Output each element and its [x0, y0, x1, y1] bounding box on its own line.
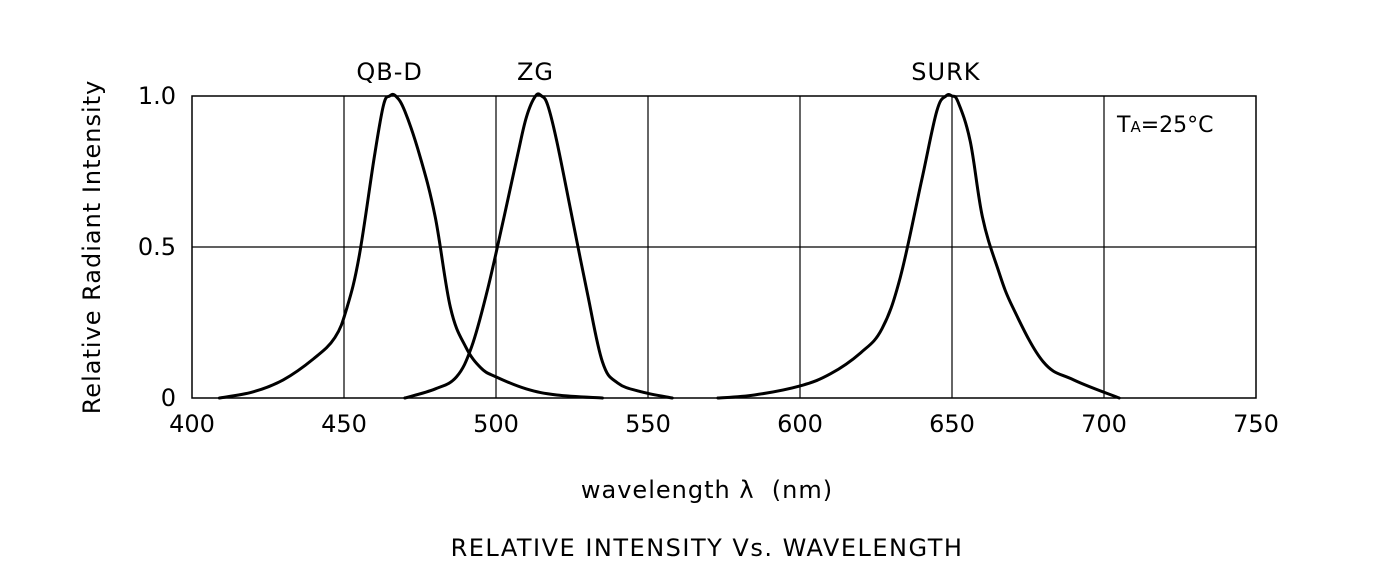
y-tick-label: 0 — [161, 384, 176, 412]
series-label-zg: ZG — [517, 58, 554, 86]
x-axis-title: wavelength λ (nm) — [581, 476, 833, 504]
series-labels: QB-D ZG SURK — [356, 58, 980, 86]
temperature-annotation: TA=25°C — [1116, 113, 1214, 138]
x-tick-label: 750 — [1233, 410, 1279, 438]
x-tick-labels: 400 450 500 550 600 650 700 750 — [169, 410, 1279, 438]
x-tick-label: 600 — [777, 410, 823, 438]
series-line-qb-d — [217, 92, 604, 400]
grid-lines — [192, 96, 1256, 398]
series-group — [217, 92, 1121, 400]
series-line-zg — [403, 92, 674, 400]
x-tick-label: 650 — [929, 410, 975, 438]
annotation-rest: =25°C — [1141, 113, 1214, 138]
chart-title: RELATIVE INTENSITY Vs. WAVELENGTH — [451, 534, 964, 562]
y-tick-label: 1.0 — [138, 82, 176, 110]
x-tick-label: 700 — [1081, 410, 1127, 438]
annotation-main: T — [1116, 113, 1131, 138]
annotation-subscript: A — [1130, 118, 1141, 136]
x-tick-label: 500 — [473, 410, 519, 438]
x-tick-label: 400 — [169, 410, 215, 438]
y-tick-label: 0.5 — [138, 233, 176, 261]
x-tick-label: 450 — [321, 410, 367, 438]
series-label-qb-d: QB-D — [356, 58, 423, 86]
series-line-surk — [716, 93, 1121, 400]
y-tick-labels: 0 0.5 1.0 — [138, 82, 176, 412]
x-tick-label: 550 — [625, 410, 671, 438]
y-axis-title: Relative Radiant Intensity — [78, 80, 106, 415]
series-label-surk: SURK — [911, 58, 980, 86]
